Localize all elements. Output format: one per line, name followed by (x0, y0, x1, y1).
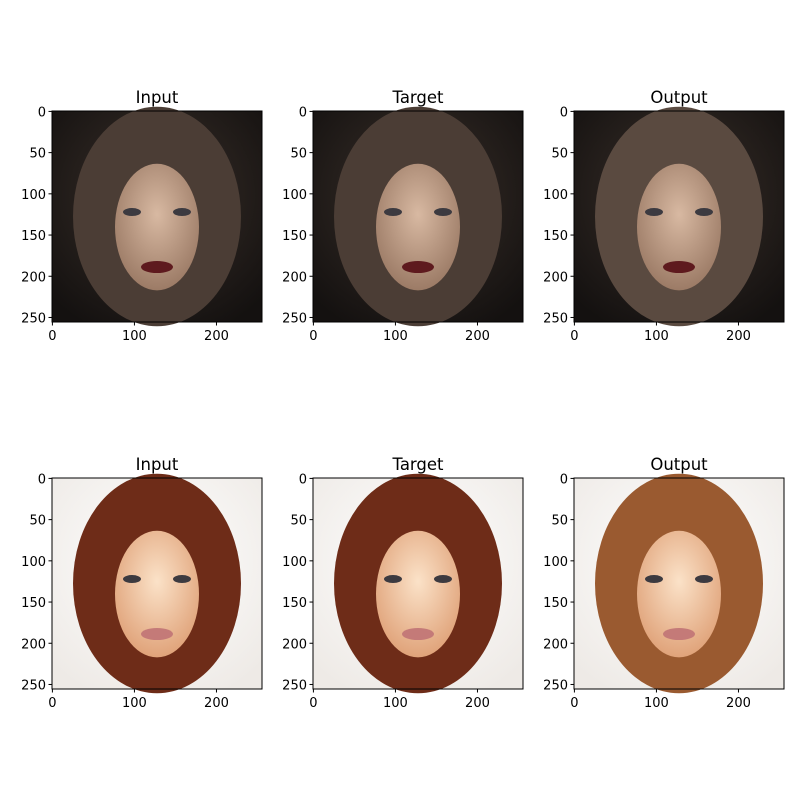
x-tick-label: 200 (204, 329, 229, 344)
face (115, 163, 199, 291)
y-tick-label: 50 (290, 147, 307, 162)
x-tick-label: 100 (122, 329, 147, 344)
image-panel (312, 473, 524, 694)
eye (123, 208, 141, 217)
lips (141, 261, 173, 274)
y-tick-label: 0 (560, 472, 568, 487)
y-tick-label: 100 (282, 555, 307, 570)
face (376, 163, 460, 291)
image-panel (51, 473, 263, 694)
panel-title: Input (136, 88, 179, 107)
y-tick-label: 50 (551, 514, 568, 529)
axes-frame (51, 477, 263, 690)
panel-title: Output (650, 88, 708, 107)
x-tick-label: 0 (48, 329, 56, 344)
eye (645, 575, 663, 584)
lips (663, 261, 695, 274)
y-tick-label: 0 (299, 105, 307, 120)
y-tick-label: 250 (543, 678, 568, 693)
face (115, 530, 199, 658)
y-tick-label: 200 (21, 637, 46, 652)
face (376, 530, 460, 658)
y-tick-label: 150 (21, 229, 46, 244)
axes-frame (573, 477, 785, 690)
eye (173, 575, 191, 584)
x-tick-label: 200 (465, 696, 490, 711)
eye (384, 208, 402, 217)
y-tick-label: 100 (543, 188, 568, 203)
x-tick-label: 200 (726, 696, 751, 711)
y-tick-label: 250 (282, 311, 307, 326)
y-tick-label: 200 (543, 637, 568, 652)
x-tick-label: 0 (309, 696, 317, 711)
y-tick-label: 250 (543, 311, 568, 326)
image-panel (312, 106, 524, 327)
y-tick-label: 0 (560, 105, 568, 120)
y-tick-label: 150 (21, 596, 46, 611)
y-tick-label: 200 (543, 270, 568, 285)
x-tick-label: 100 (644, 696, 669, 711)
y-tick-label: 0 (38, 105, 46, 120)
lips (663, 628, 695, 641)
eye (695, 575, 713, 584)
y-tick-label: 250 (21, 678, 46, 693)
y-tick-label: 50 (551, 147, 568, 162)
face (637, 530, 721, 658)
eye (123, 575, 141, 584)
y-tick-label: 100 (21, 555, 46, 570)
eye (695, 208, 713, 217)
y-tick-label: 100 (282, 188, 307, 203)
y-tick-label: 50 (29, 514, 46, 529)
x-tick-label: 200 (204, 696, 229, 711)
axes-frame (51, 110, 263, 323)
eye (384, 575, 402, 584)
y-tick-label: 150 (282, 596, 307, 611)
x-tick-label: 0 (48, 696, 56, 711)
lips (402, 628, 434, 641)
lips (402, 261, 434, 274)
x-tick-label: 0 (570, 696, 578, 711)
y-tick-label: 250 (282, 678, 307, 693)
y-tick-label: 150 (543, 596, 568, 611)
image-panel (51, 106, 263, 327)
image-panel (573, 106, 785, 327)
axes-frame (312, 110, 524, 323)
panel-title: Target (391, 455, 444, 474)
y-tick-label: 0 (299, 472, 307, 487)
axes-frame (573, 110, 785, 323)
y-tick-label: 200 (282, 637, 307, 652)
x-tick-label: 100 (383, 329, 408, 344)
x-tick-label: 100 (122, 696, 147, 711)
x-tick-label: 200 (726, 329, 751, 344)
y-tick-label: 150 (543, 229, 568, 244)
y-tick-label: 100 (21, 188, 46, 203)
eye (173, 208, 191, 217)
eye (434, 575, 452, 584)
panel-title: Output (650, 455, 708, 474)
x-tick-label: 100 (644, 329, 669, 344)
x-tick-label: 100 (383, 696, 408, 711)
y-tick-label: 50 (290, 514, 307, 529)
lips (141, 628, 173, 641)
y-tick-label: 150 (282, 229, 307, 244)
panel-title: Input (136, 455, 179, 474)
eye (645, 208, 663, 217)
x-tick-label: 0 (309, 329, 317, 344)
x-tick-label: 0 (570, 329, 578, 344)
y-tick-label: 250 (21, 311, 46, 326)
eye (434, 208, 452, 217)
y-tick-label: 200 (21, 270, 46, 285)
y-tick-label: 200 (282, 270, 307, 285)
panel-title: Target (391, 88, 444, 107)
y-tick-label: 50 (29, 147, 46, 162)
axes-frame (312, 477, 524, 690)
x-tick-label: 200 (465, 329, 490, 344)
image-panel (573, 473, 785, 694)
y-tick-label: 100 (543, 555, 568, 570)
y-tick-label: 0 (38, 472, 46, 487)
face (637, 163, 721, 291)
